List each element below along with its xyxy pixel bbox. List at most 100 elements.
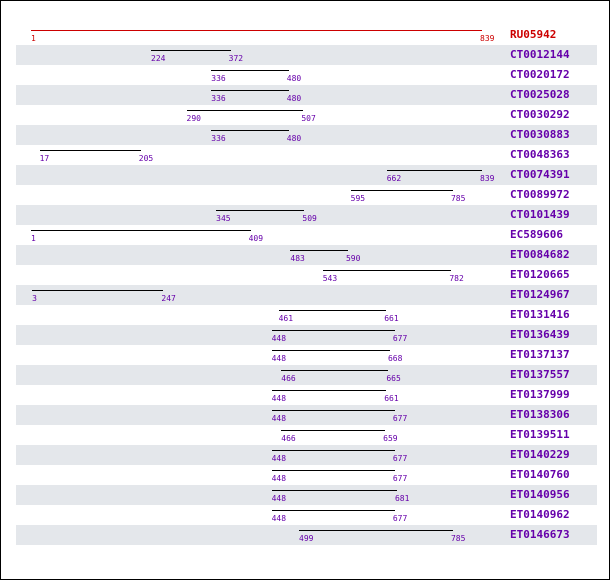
end-position: 785 — [450, 194, 466, 203]
end-position: 668 — [387, 354, 403, 363]
alignment-bar — [151, 50, 231, 51]
start-position: 336 — [211, 134, 226, 143]
end-position: 677 — [392, 414, 408, 423]
alignment-bar — [386, 170, 482, 171]
sequence-name-link[interactable]: CT0020172 — [510, 68, 570, 81]
alignment-bar — [271, 470, 395, 471]
end-position: 659 — [383, 434, 398, 443]
sequence-name-link[interactable]: ET0136439 — [510, 328, 570, 341]
sequence-name-link[interactable]: ET0140760 — [510, 468, 570, 481]
end-position: 409 — [248, 234, 264, 243]
end-position: 480 — [286, 74, 302, 83]
sequence-name-link[interactable]: ET0139511 — [510, 428, 570, 441]
alignment-bar — [278, 310, 387, 311]
sequence-name-link[interactable]: EC589606 — [510, 228, 563, 241]
row-band — [16, 85, 597, 105]
end-position: 677 — [392, 454, 408, 463]
sequence-name-link[interactable]: CT0089972 — [510, 188, 570, 201]
start-position: 3 — [32, 294, 37, 303]
sequence-name-link[interactable]: ET0137137 — [510, 348, 570, 361]
row-band — [16, 205, 597, 225]
end-position: 372 — [228, 54, 244, 63]
reference-name: RU05942 — [510, 28, 557, 41]
sequence-name-link[interactable]: CT0025028 — [510, 88, 570, 101]
end-position: 509 — [302, 214, 317, 223]
sequence-name-link[interactable]: CT0012144 — [510, 48, 570, 61]
sequence-name-link[interactable]: ET0124967 — [510, 288, 570, 301]
end-position: 661 — [384, 314, 399, 323]
sequence-name-link[interactable]: CT0030292 — [510, 108, 570, 121]
row-band — [16, 245, 597, 265]
alignment-bar — [271, 510, 395, 511]
start-position: 448 — [271, 334, 287, 343]
alignment-bar — [271, 390, 387, 391]
alignment-bar — [271, 450, 395, 451]
start-position: 595 — [350, 194, 366, 203]
end-position: 681 — [394, 494, 410, 503]
start-position: 290 — [186, 114, 201, 123]
row-band — [16, 485, 597, 505]
sequence-name-link[interactable]: ET0084682 — [510, 248, 570, 261]
alignment-bar — [211, 130, 289, 131]
row-band — [16, 365, 597, 385]
sequence-name-link[interactable]: CT0074391 — [510, 168, 570, 181]
sequence-name-link[interactable]: ET0140229 — [510, 448, 570, 461]
alignment-bar — [271, 410, 395, 411]
end-position: 480 — [286, 134, 302, 143]
start-position: 448 — [271, 474, 287, 483]
alignment-bar — [31, 230, 251, 231]
start-position: 17 — [39, 154, 50, 163]
end-position: 247 — [161, 294, 176, 303]
start-position: 466 — [281, 434, 296, 443]
start-position: 662 — [386, 174, 402, 183]
end-position: 677 — [392, 334, 408, 343]
alignment-bar — [186, 110, 304, 111]
alignment-bar — [32, 290, 164, 291]
sequence-name-link[interactable]: ET0146673 — [510, 528, 570, 541]
start-position: 448 — [271, 354, 287, 363]
sequence-name-link[interactable]: ET0140962 — [510, 508, 570, 521]
start-position: 499 — [299, 534, 314, 543]
start-position: 448 — [271, 394, 287, 403]
alignment-bar — [271, 490, 397, 491]
row-band — [16, 325, 597, 345]
row-band — [16, 125, 597, 145]
start-position: 466 — [281, 374, 296, 383]
alignment-bar — [322, 270, 452, 271]
sequence-name-link[interactable]: CT0030883 — [510, 128, 570, 141]
sequence-name-link[interactable]: ET0137999 — [510, 388, 570, 401]
start-position: 483 — [290, 254, 305, 263]
start-position: 461 — [278, 314, 294, 323]
end-position: 661 — [384, 394, 399, 403]
sequence-name-link[interactable]: ET0137557 — [510, 368, 570, 381]
alignment-bar — [299, 530, 453, 531]
sequence-name-link[interactable]: ET0120665 — [510, 268, 570, 281]
sequence-name-link[interactable]: ET0140956 — [510, 488, 570, 501]
reference-bar — [31, 30, 482, 31]
start-position: 448 — [271, 414, 287, 423]
row-band — [16, 405, 597, 425]
start-position: 448 — [271, 514, 287, 523]
end-position: 590 — [345, 254, 361, 263]
alignment-bar — [350, 190, 453, 191]
alignment-bar — [281, 430, 386, 431]
alignment-bar — [211, 90, 289, 91]
start-position: 336 — [211, 94, 226, 103]
alignment-bar — [216, 210, 305, 211]
sequence-name-link[interactable]: ET0138306 — [510, 408, 570, 421]
alignment-bar — [271, 330, 395, 331]
end-position: 677 — [392, 514, 408, 523]
sequence-name-link[interactable]: CT0101439 — [510, 208, 570, 221]
start-position: 224 — [151, 54, 166, 63]
sequence-name-link[interactable]: ET0131416 — [510, 308, 570, 321]
alignment-bar — [281, 370, 389, 371]
start-position: 448 — [271, 454, 287, 463]
alignment-bar — [211, 70, 289, 71]
start-position: 448 — [271, 494, 287, 503]
sequence-name-link[interactable]: CT0048363 — [510, 148, 570, 161]
alignment-bar — [271, 350, 390, 351]
start-position: 345 — [216, 214, 231, 223]
end-position: 782 — [449, 274, 464, 283]
alignment-bar — [39, 150, 141, 151]
